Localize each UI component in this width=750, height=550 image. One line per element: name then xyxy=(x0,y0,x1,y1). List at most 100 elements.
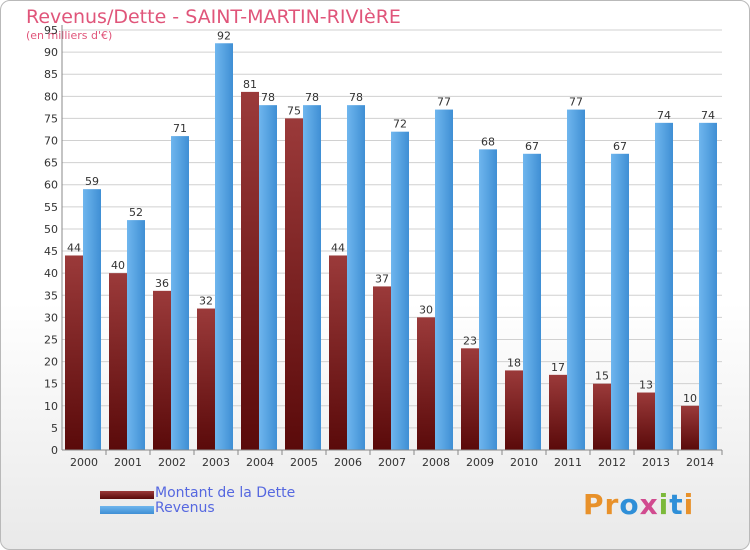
bar-dette-2008 xyxy=(417,317,435,450)
data-label-dette-2013: 13 xyxy=(639,379,653,392)
bar-revenus-2011 xyxy=(567,109,585,450)
y-tick-label: 50 xyxy=(44,223,58,236)
bar-dette-2002 xyxy=(153,290,171,450)
chart-title: Revenus/Dette - SAINT-MARTIN-RIVIèRE xyxy=(26,6,401,28)
data-label-dette-2005: 75 xyxy=(287,104,301,117)
logo-letter: i xyxy=(683,488,695,521)
bar-revenus-2006 xyxy=(347,105,365,450)
chart-subtitle: (en milliers d'€) xyxy=(26,29,113,42)
data-label-revenus-2014: 74 xyxy=(701,109,715,122)
bar-revenus-2003 xyxy=(215,43,233,451)
logo-letter: i xyxy=(658,488,670,521)
y-tick-label: 85 xyxy=(44,68,58,81)
bar-dette-2012 xyxy=(593,383,611,450)
y-tick-label: 10 xyxy=(44,400,58,413)
x-tick-label: 2013 xyxy=(642,456,670,469)
proxiti-logo: Proxiti xyxy=(583,488,694,521)
bar-revenus-2014 xyxy=(699,122,717,450)
data-label-revenus-2009: 68 xyxy=(481,135,495,148)
y-tick-label: 45 xyxy=(44,245,58,258)
data-label-dette-2002: 36 xyxy=(155,277,169,290)
y-tick-label: 25 xyxy=(44,333,58,346)
data-label-dette-2008: 30 xyxy=(419,303,433,316)
y-tick-label: 35 xyxy=(44,289,58,302)
logo-letter: x xyxy=(639,488,659,521)
logo-letter: r xyxy=(604,488,620,521)
data-label-revenus-2013: 74 xyxy=(657,109,671,122)
bar-dette-2005 xyxy=(285,118,303,450)
data-label-revenus-2003: 92 xyxy=(217,29,231,42)
y-tick-label: 30 xyxy=(44,311,58,324)
data-label-revenus-2004: 78 xyxy=(261,91,275,104)
logo-letter: o xyxy=(619,488,640,521)
logo-letter: P xyxy=(583,488,605,521)
data-label-dette-2004: 81 xyxy=(243,78,257,91)
data-label-dette-2014: 10 xyxy=(683,392,697,405)
data-label-dette-2001: 40 xyxy=(111,259,125,272)
bar-dette-2001 xyxy=(109,273,127,450)
y-tick-label: 15 xyxy=(44,378,58,391)
bar-dette-2011 xyxy=(549,374,567,450)
bar-revenus-2013 xyxy=(655,122,673,450)
bar-dette-2013 xyxy=(637,392,655,450)
y-tick-label: 80 xyxy=(44,90,58,103)
y-tick-label: 75 xyxy=(44,112,58,125)
bar-dette-2014 xyxy=(681,405,699,450)
y-tick-label: 60 xyxy=(44,179,58,192)
y-tick-label: 0 xyxy=(51,444,58,457)
bar-revenus-2010 xyxy=(523,153,541,450)
y-tick-label: 55 xyxy=(44,201,58,214)
y-tick-label: 20 xyxy=(44,356,58,369)
bar-revenus-2004 xyxy=(259,105,277,450)
data-label-revenus-2008: 77 xyxy=(437,96,451,109)
bar-revenus-2005 xyxy=(303,105,321,450)
bar-dette-2007 xyxy=(373,286,391,450)
x-tick-label: 2001 xyxy=(114,456,142,469)
legend-label-dette: Montant de la Dette xyxy=(155,485,296,501)
data-label-revenus-2011: 77 xyxy=(569,96,583,109)
bar-dette-2006 xyxy=(329,255,347,450)
bar-revenus-2002 xyxy=(171,136,189,450)
y-tick-label: 40 xyxy=(44,267,58,280)
x-tick-label: 2010 xyxy=(510,456,538,469)
x-tick-label: 2002 xyxy=(158,456,186,469)
data-label-revenus-2007: 72 xyxy=(393,118,407,131)
data-label-dette-2012: 15 xyxy=(595,370,609,383)
x-tick-label: 2011 xyxy=(554,456,582,469)
data-label-revenus-2002: 71 xyxy=(173,122,187,135)
data-label-revenus-2006: 78 xyxy=(349,91,363,104)
bar-revenus-2012 xyxy=(611,153,629,450)
bar-dette-2009 xyxy=(461,348,479,450)
bar-revenus-2000 xyxy=(83,189,101,450)
data-label-revenus-2005: 78 xyxy=(305,91,319,104)
x-tick-label: 2000 xyxy=(70,456,98,469)
data-label-dette-2007: 37 xyxy=(375,272,389,285)
x-tick-label: 2005 xyxy=(290,456,318,469)
logo-letter: t xyxy=(669,488,684,521)
legend-swatch-dette xyxy=(100,491,154,499)
data-label-revenus-2012: 67 xyxy=(613,140,627,153)
data-label-dette-2011: 17 xyxy=(551,361,565,374)
bar-dette-2010 xyxy=(505,370,523,450)
data-label-dette-2009: 23 xyxy=(463,334,477,347)
data-label-dette-2010: 18 xyxy=(507,356,521,369)
x-tick-label: 2006 xyxy=(334,456,362,469)
data-label-revenus-2010: 67 xyxy=(525,140,539,153)
data-label-dette-2003: 32 xyxy=(199,295,213,308)
y-tick-label: 70 xyxy=(44,135,58,148)
x-tick-label: 2009 xyxy=(466,456,494,469)
legend-swatch-revenus xyxy=(100,506,154,514)
data-label-dette-2006: 44 xyxy=(331,241,345,254)
data-label-revenus-2000: 59 xyxy=(85,175,99,188)
bar-dette-2003 xyxy=(197,308,215,450)
x-tick-label: 2003 xyxy=(202,456,230,469)
y-tick-label: 90 xyxy=(44,46,58,59)
y-tick-label: 95 xyxy=(44,24,58,37)
bar-dette-2000 xyxy=(65,255,83,450)
x-tick-label: 2012 xyxy=(598,456,626,469)
bar-revenus-2001 xyxy=(127,220,145,450)
bar-dette-2004 xyxy=(241,91,259,450)
x-tick-label: 2014 xyxy=(686,456,714,469)
x-tick-label: 2007 xyxy=(378,456,406,469)
